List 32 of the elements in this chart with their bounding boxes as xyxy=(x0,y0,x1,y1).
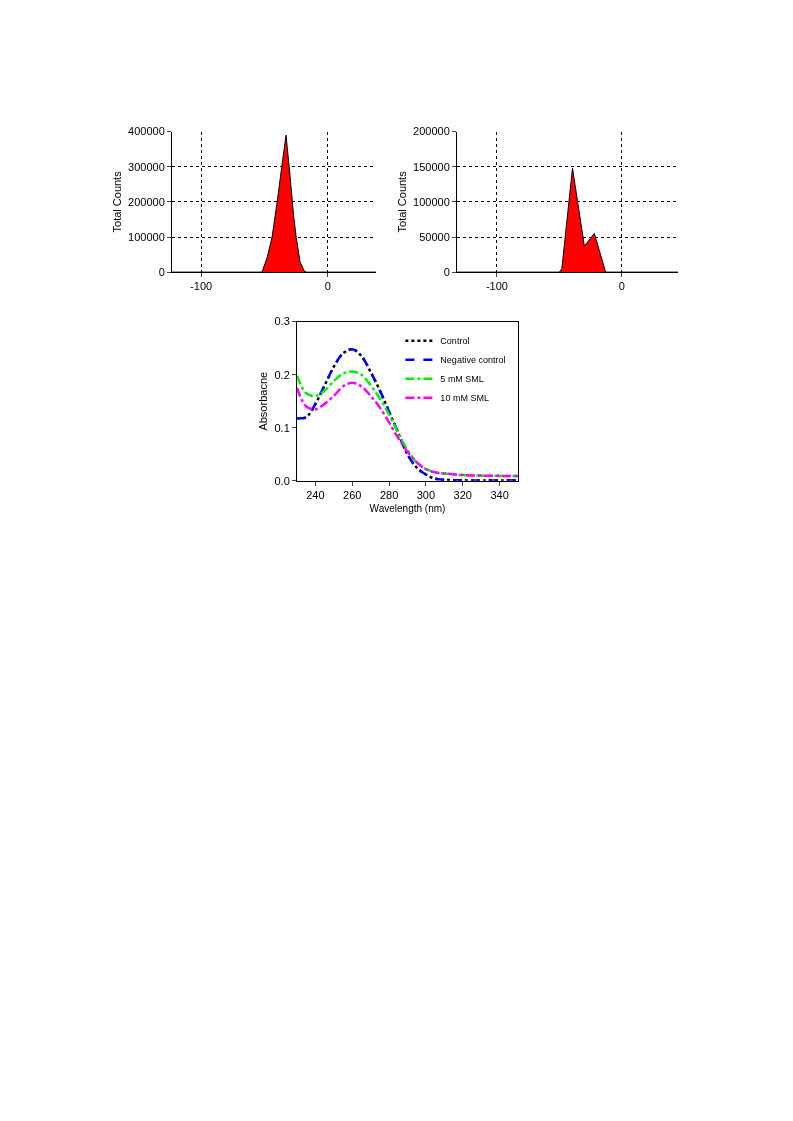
x-axis-title: Wavelength (nm) xyxy=(369,502,446,514)
y-tick-label: 0.0 xyxy=(274,474,290,487)
y-tick-label: 400000 xyxy=(128,125,165,138)
legend-label: Negative control xyxy=(440,355,506,366)
y-tick-label: 300000 xyxy=(128,160,165,173)
legend-label: 5 mM SML xyxy=(440,374,484,385)
y-tick-label: 0 xyxy=(443,265,450,278)
x-tick-label: 0 xyxy=(324,280,331,293)
y-tick-label: 0.2 xyxy=(274,368,290,381)
y-tick-label: 100000 xyxy=(128,230,165,243)
y-axis-title: Absorbacne xyxy=(257,371,270,431)
y-tick-label: 200000 xyxy=(128,195,165,208)
y-tick-label: 0 xyxy=(158,265,165,278)
x-tick-label: 240 xyxy=(306,489,325,502)
x-tick-label: 320 xyxy=(453,489,472,502)
x-tick-label: 300 xyxy=(416,489,436,502)
x-tick-label: 260 xyxy=(343,489,362,502)
x-tick-label: 0 xyxy=(618,280,625,293)
y-tick-label: 0.1 xyxy=(274,421,290,434)
y-axis-title: Total Counts xyxy=(110,170,123,233)
y-tick-label: 100000 xyxy=(413,195,450,208)
y-tick-label: 0.3 xyxy=(274,315,290,328)
y-tick-label: 150000 xyxy=(413,160,450,173)
legend-label: 10 mM SML xyxy=(440,393,489,404)
y-axis-title: Total Counts xyxy=(395,170,408,233)
x-tick-label: -100 xyxy=(190,280,213,293)
legend-label: Control xyxy=(440,336,470,347)
y-tick-label: 50000 xyxy=(419,230,450,243)
x-tick-label: 280 xyxy=(379,489,399,502)
x-tick-label: -100 xyxy=(485,280,508,293)
y-tick-label: 200000 xyxy=(413,125,450,138)
x-tick-label: 340 xyxy=(490,489,509,502)
